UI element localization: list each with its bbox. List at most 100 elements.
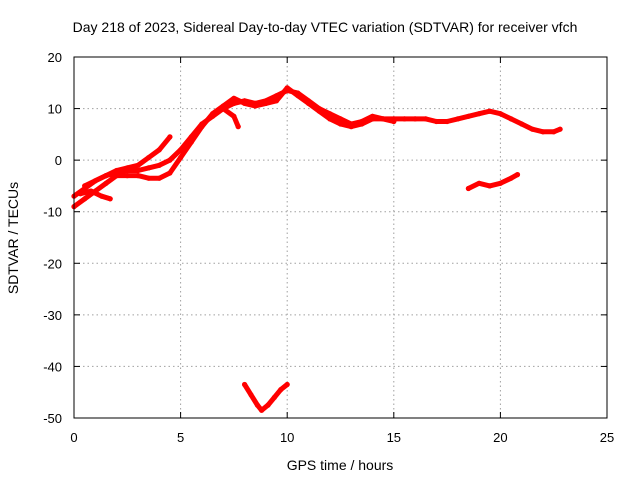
data-point xyxy=(156,147,162,153)
data-point xyxy=(114,167,120,174)
y-tick-label: -20 xyxy=(43,256,62,271)
data-point xyxy=(444,118,450,125)
data-point xyxy=(455,116,461,122)
y-tick-label: 10 xyxy=(48,102,62,117)
data-point xyxy=(508,175,514,181)
data-point xyxy=(167,134,173,140)
data-point xyxy=(557,126,563,132)
data-point xyxy=(519,121,525,127)
data-point xyxy=(273,98,280,104)
data-point xyxy=(497,180,503,186)
data-point xyxy=(337,116,344,122)
data-point xyxy=(235,124,241,130)
y-tick-label: 0 xyxy=(55,153,62,168)
y-axis-label: SDTVAR / TECUs xyxy=(5,182,21,294)
data-point xyxy=(103,180,109,186)
x-tick-label: 15 xyxy=(387,430,401,445)
data-point xyxy=(259,407,265,413)
data-point xyxy=(146,155,152,161)
data-point xyxy=(423,116,429,122)
series-main-track-a xyxy=(71,87,563,199)
series-small-spur xyxy=(220,106,241,130)
plot-frame xyxy=(73,56,608,419)
data-point xyxy=(305,100,312,106)
data-point xyxy=(231,95,237,101)
data-point xyxy=(337,121,344,127)
data-point xyxy=(465,185,471,192)
data-point xyxy=(465,113,471,119)
data-point xyxy=(412,116,418,122)
data-point xyxy=(380,116,386,122)
series-low-dip-segment xyxy=(242,381,290,413)
data-point xyxy=(146,175,152,181)
data-point xyxy=(369,116,376,122)
data-series xyxy=(71,85,563,413)
data-point xyxy=(178,155,184,161)
data-point xyxy=(156,162,162,168)
y-tick-label: -50 xyxy=(43,411,62,426)
data-point xyxy=(278,387,284,393)
data-point xyxy=(114,173,120,179)
data-point xyxy=(401,116,408,122)
data-point xyxy=(82,196,88,202)
x-axis-label: GPS time / hours xyxy=(287,457,394,473)
data-point xyxy=(391,118,397,125)
data-point xyxy=(254,402,260,408)
data-point xyxy=(263,100,269,106)
data-point xyxy=(178,147,184,153)
grid-lines xyxy=(74,57,607,418)
x-tick-label: 10 xyxy=(280,430,294,445)
data-point xyxy=(348,124,354,130)
data-point xyxy=(433,118,439,125)
y-tick-label: 20 xyxy=(48,50,62,65)
series-afternoon-segment xyxy=(465,172,521,192)
data-point xyxy=(124,165,130,171)
data-point xyxy=(220,106,226,112)
data-point xyxy=(135,162,141,168)
axis-ticks: 0 5 10 15 20 25 -50 -40 -30 -20 -10 0 10 20 xyxy=(43,50,614,445)
data-point xyxy=(167,157,173,163)
data-point xyxy=(167,170,173,176)
data-point xyxy=(92,178,98,184)
data-point xyxy=(248,392,254,398)
data-point xyxy=(529,126,536,132)
data-point xyxy=(284,85,290,91)
data-point xyxy=(316,108,322,114)
data-point xyxy=(252,103,258,109)
data-point xyxy=(210,111,216,117)
data-point xyxy=(188,139,194,145)
data-point xyxy=(103,173,109,179)
data-point xyxy=(540,129,546,135)
data-point xyxy=(146,165,152,171)
x-tick-label: 0 xyxy=(70,430,77,445)
data-point xyxy=(265,402,271,408)
data-point xyxy=(99,193,105,199)
chart-title: Day 218 of 2023, Sidereal Day-to-day VTE… xyxy=(73,19,578,35)
y-tick-label: -10 xyxy=(43,205,62,220)
data-point xyxy=(487,108,493,114)
data-point xyxy=(508,116,514,122)
data-point xyxy=(107,196,113,202)
data-point xyxy=(497,111,503,117)
y-tick-label: -40 xyxy=(43,359,62,374)
data-point xyxy=(156,175,162,181)
x-tick-label: 25 xyxy=(600,430,614,445)
data-point xyxy=(514,172,521,178)
data-point xyxy=(271,394,277,400)
data-point xyxy=(487,183,493,189)
series-early-rise xyxy=(82,134,173,189)
data-point xyxy=(476,111,482,117)
y-tick-label: -30 xyxy=(43,308,62,323)
data-point xyxy=(242,381,248,388)
data-point xyxy=(284,381,290,388)
data-point xyxy=(551,129,557,135)
series-early-drop xyxy=(77,188,113,202)
data-point xyxy=(82,183,88,189)
data-point xyxy=(327,116,333,122)
data-point xyxy=(88,188,94,194)
data-point xyxy=(77,191,83,197)
x-tick-label: 5 xyxy=(177,430,184,445)
data-point xyxy=(242,100,248,106)
data-point xyxy=(231,113,237,119)
